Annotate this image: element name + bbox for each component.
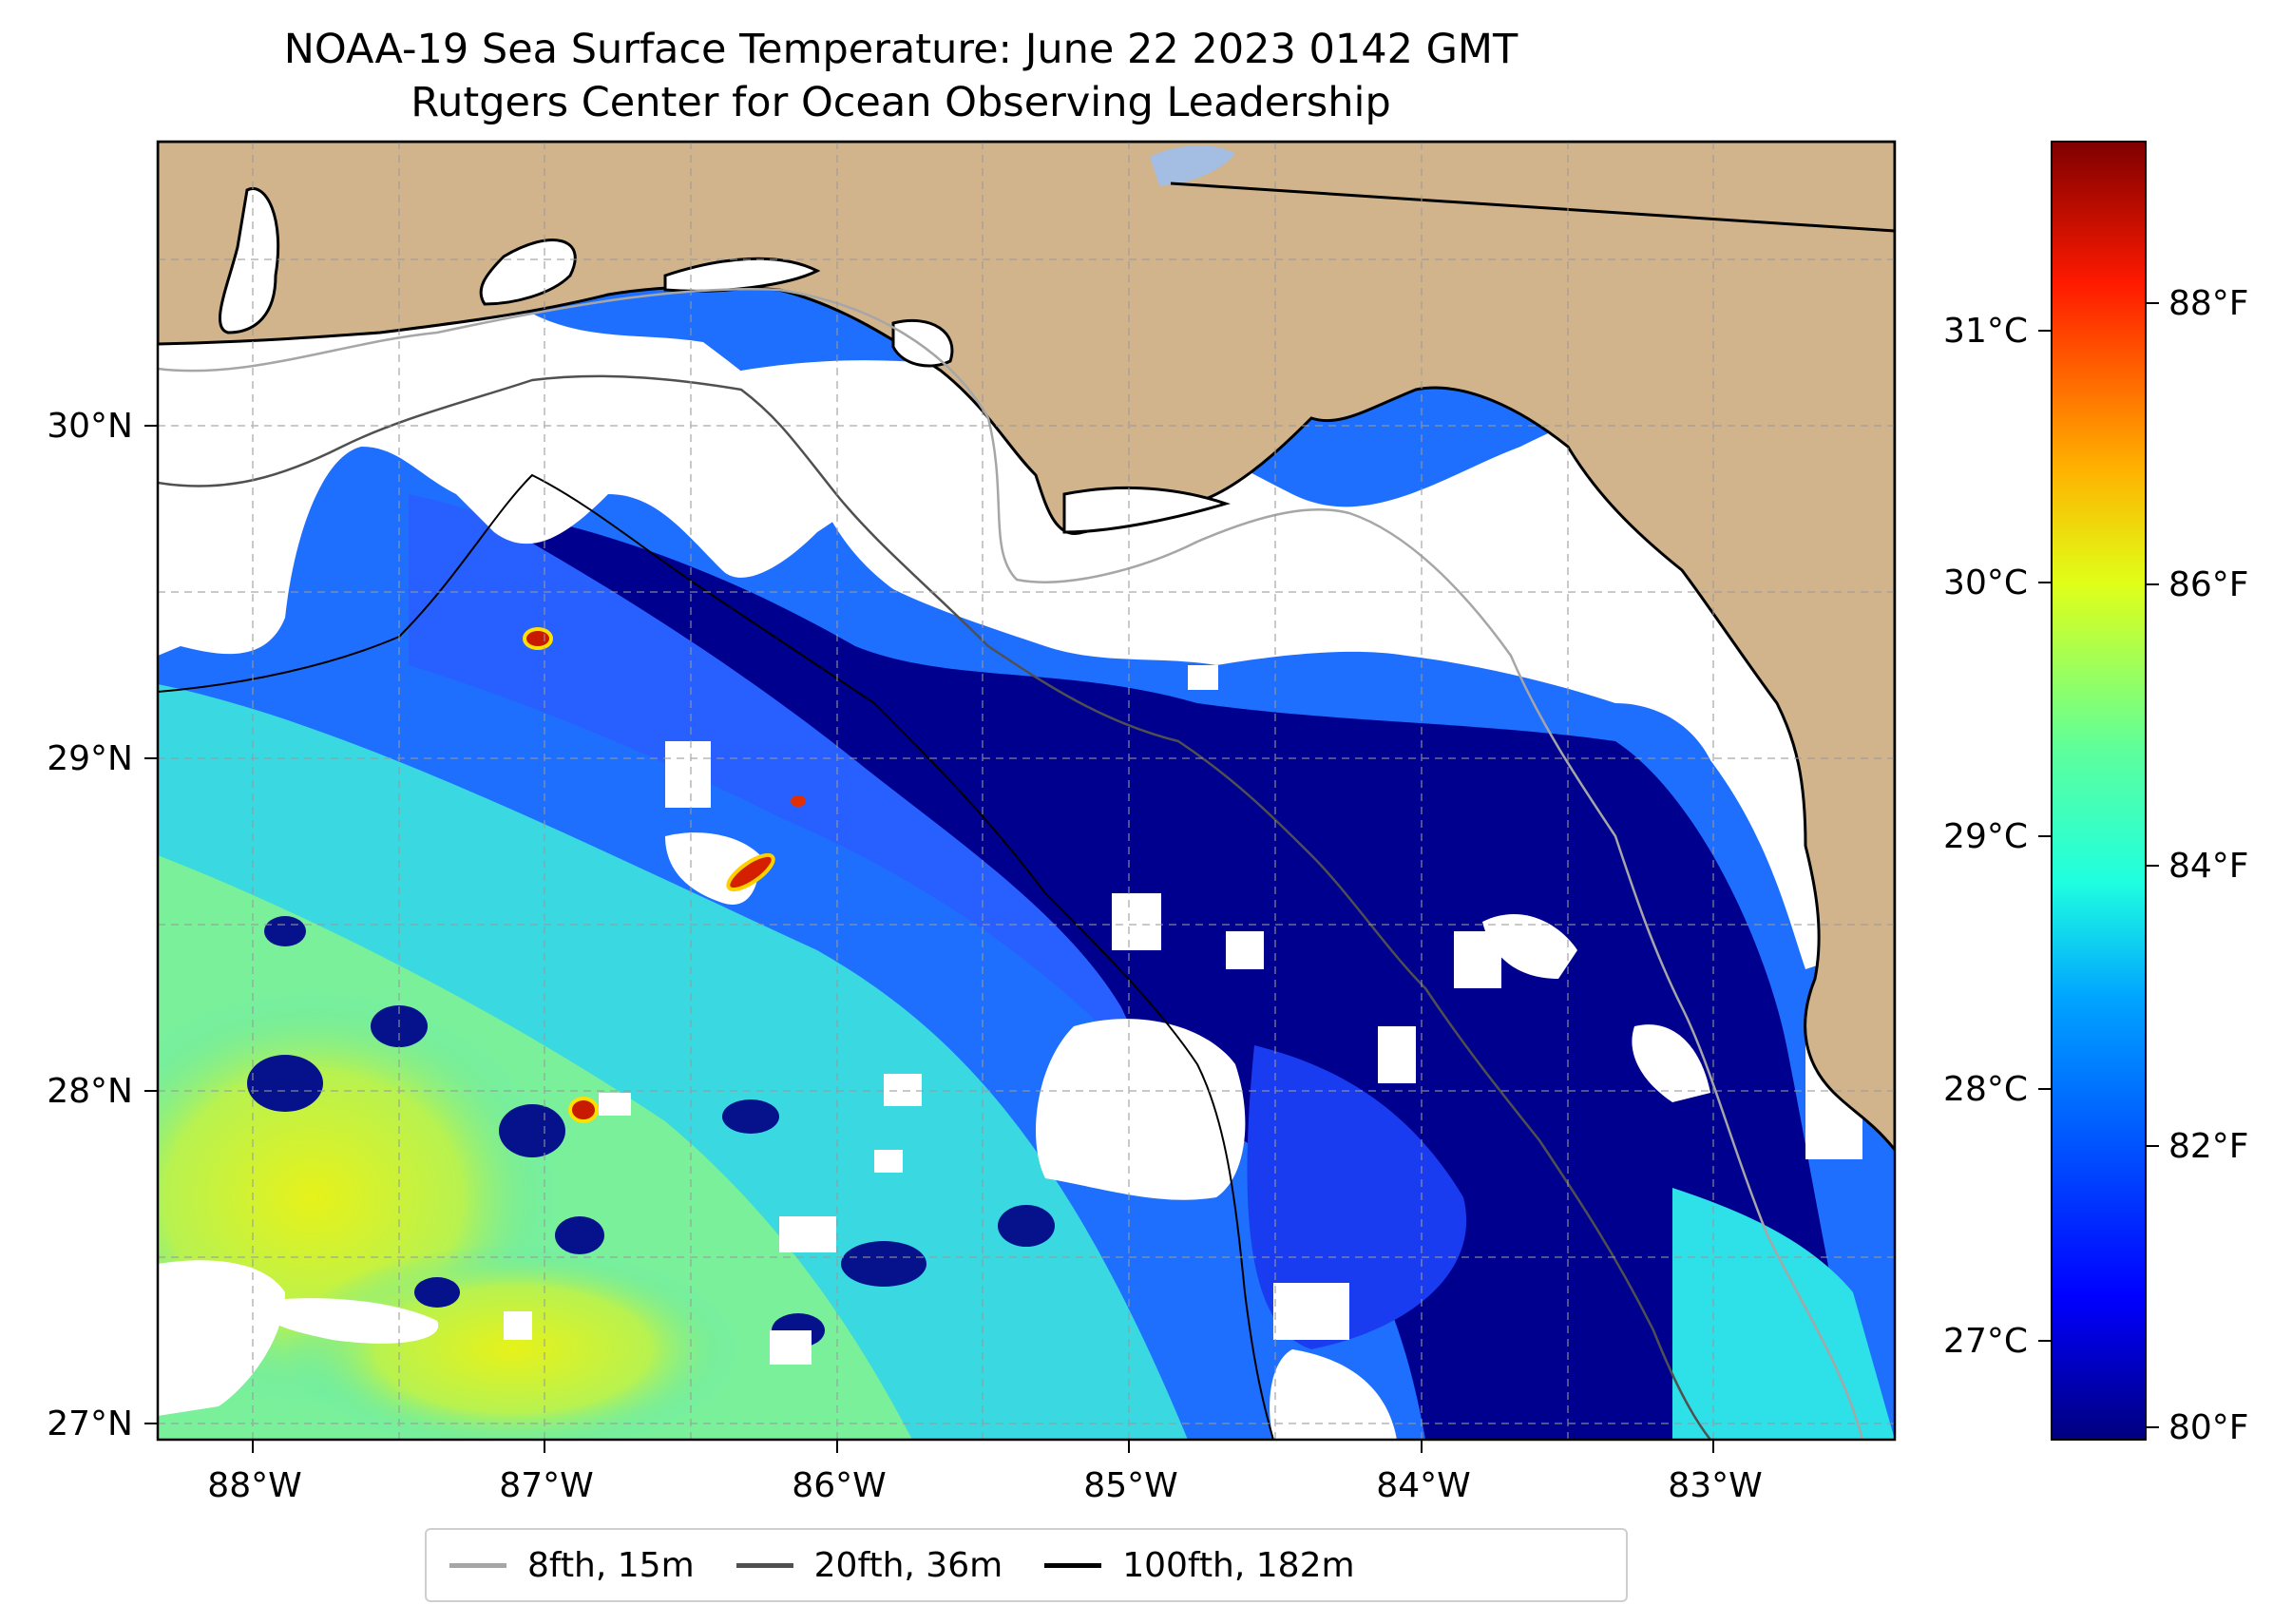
contour-8fth [158,287,1864,1440]
map-title: NOAA-19 Sea Surface Temperature: June 22… [283,26,1518,73]
legend-swatch-8fth [449,1562,506,1568]
colorbar-tick-29c: 29°C [1943,817,2028,856]
lon-tick-85w: 85°W [1083,1466,1177,1505]
blue-water-patch [1247,1045,1467,1349]
contour-20fth [158,374,1711,1440]
colorbar-tick-84f: 84°F [2168,847,2249,886]
map-area [158,142,1895,1440]
lat-tick-27n: 27°N [47,1404,133,1443]
colorbar-tick-88f: 88°F [2168,284,2249,323]
lon-tick-83w: 83°W [1668,1466,1762,1505]
map-subtitle: Rutgers Center for Ocean Observing Leade… [411,79,1391,126]
colorbar-tick-31c: 31°C [1943,312,2028,351]
colorbar-tick-82f: 82°F [2168,1127,2249,1166]
legend-label-8fth: 8fth, 15m [527,1545,695,1585]
lon-tick-88w: 88°W [207,1466,301,1505]
legend-label-100fth: 100fth, 182m [1122,1545,1355,1585]
lat-tick-28n: 28°N [47,1072,133,1111]
contour-100fth [158,473,1274,1440]
legend-swatch-100fth [1044,1562,1102,1568]
colorbar-tick-27c: 27°C [1943,1322,2028,1361]
colorbar-tick-28c: 28°C [1943,1070,2028,1109]
lon-tick-84w: 84°W [1376,1466,1470,1505]
colorbar-tick-marks [2038,302,2159,1428]
lake [1150,145,1235,185]
legend-label-20fth: 20fth, 36m [813,1545,1003,1585]
lon-tick-86w: 86°W [792,1466,886,1505]
colorbar-tick-30c: 30°C [1943,564,2028,602]
coastal-bays [219,187,1231,534]
legend-swatch-20fth [735,1562,793,1568]
contour-legend: 8fth, 15m 20fth, 36m 100fth, 182m [425,1528,1628,1602]
lon-tick-87w: 87°W [499,1466,593,1505]
cold-water-region [513,513,1853,1440]
colorbar-tick-80f: 80°F [2168,1408,2249,1447]
colorbar [2051,141,2147,1441]
lat-tick-30n: 30°N [47,407,133,446]
colorbar-tick-86f: 86°F [2168,565,2249,604]
transition-band [409,494,1188,1045]
map-frame [156,140,1897,1442]
lat-tick-29n: 29°N [47,739,133,778]
lat-tick-marks [144,425,158,1424]
lon-tick-marks [252,1440,1714,1453]
legend-item-100fth: 100fth, 182m [1044,1545,1355,1585]
land-coast [158,142,1895,1153]
gridlines [158,142,1895,1440]
state-boundary [1170,182,1895,233]
warm-patch-south [285,1245,741,1440]
legend-item-8fth: 8fth, 15m [449,1546,695,1585]
legend-item-20fth: 20fth, 36m [735,1545,1003,1585]
